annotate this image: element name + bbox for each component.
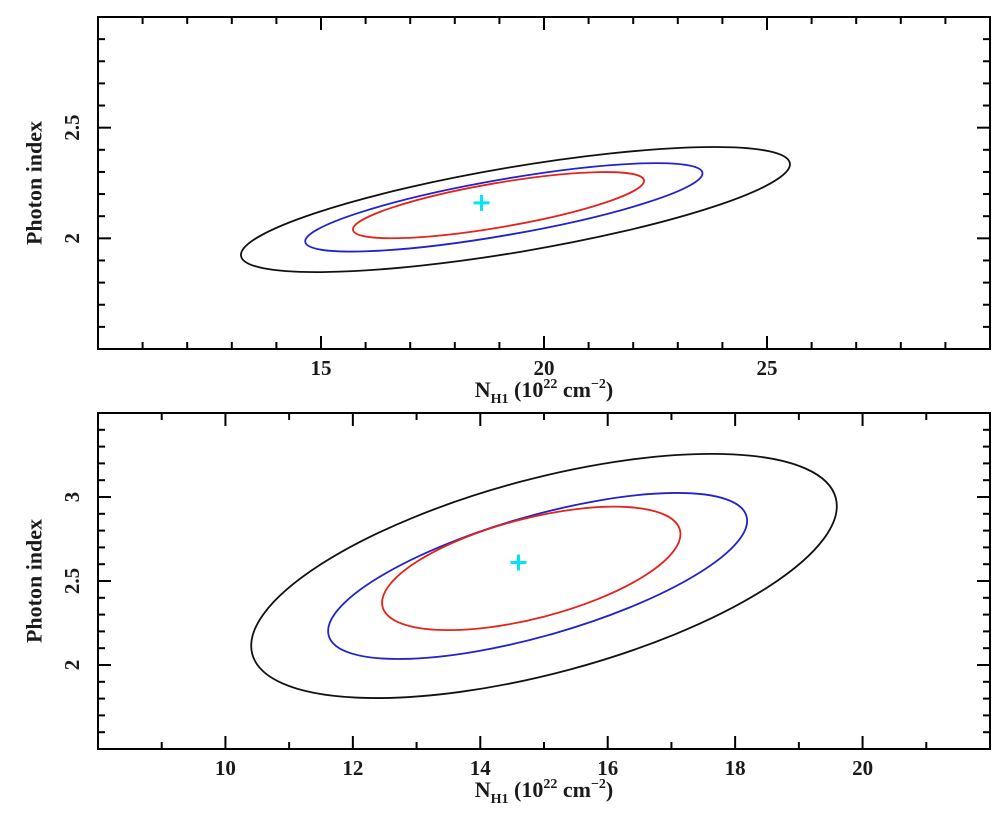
x-tick-label: 14 — [470, 756, 492, 780]
y-tick-label: 2.5 — [60, 115, 84, 141]
y-axis-title: Photon index — [22, 519, 47, 643]
confidence-contour-2-sigma — [304, 162, 704, 253]
x-axis-title: NH1 (1022 cm−2) — [475, 777, 614, 807]
x-tick-label: 20 — [534, 356, 555, 380]
confidence-contour-3-sigma — [250, 452, 838, 699]
best-fit-cross-icon — [473, 194, 490, 211]
y-axis-title: Photon index — [22, 121, 47, 245]
x-tick-label: 10 — [215, 756, 236, 780]
x-tick-label: 12 — [342, 756, 363, 780]
panel-bottom: 10 12 14 16 18 20 2 2.5 3 NH1 (1022 cm−2) Photon i… — [22, 412, 991, 807]
confidence-contour-1-sigma — [381, 505, 682, 632]
y-tick-label: 2 — [60, 660, 84, 671]
panel-frame — [97, 412, 991, 750]
panel-frame — [97, 16, 991, 350]
x-tick-label: 18 — [725, 756, 746, 780]
confidence-contour-2-sigma — [327, 492, 749, 660]
x-tick-label: 25 — [757, 356, 778, 380]
panel-top: 15 20 25 2 2.5 NH1 (1022 cm−2) Photon index — [22, 16, 991, 407]
confidence-contour-3-sigma — [240, 146, 791, 273]
best-fit-cross-icon — [510, 554, 527, 571]
y-tick-label: 2.5 — [60, 568, 84, 594]
y-tick-label: 3 — [60, 492, 84, 503]
x-tick-label: 20 — [852, 756, 873, 780]
x-tick-label: 16 — [597, 756, 618, 780]
y-tick-label: 2 — [60, 233, 84, 244]
confidence-contour-1-sigma — [352, 171, 645, 240]
x-tick-label: 15 — [311, 356, 332, 380]
x-axis-title: NH1 (1022 cm−2) — [475, 377, 614, 407]
